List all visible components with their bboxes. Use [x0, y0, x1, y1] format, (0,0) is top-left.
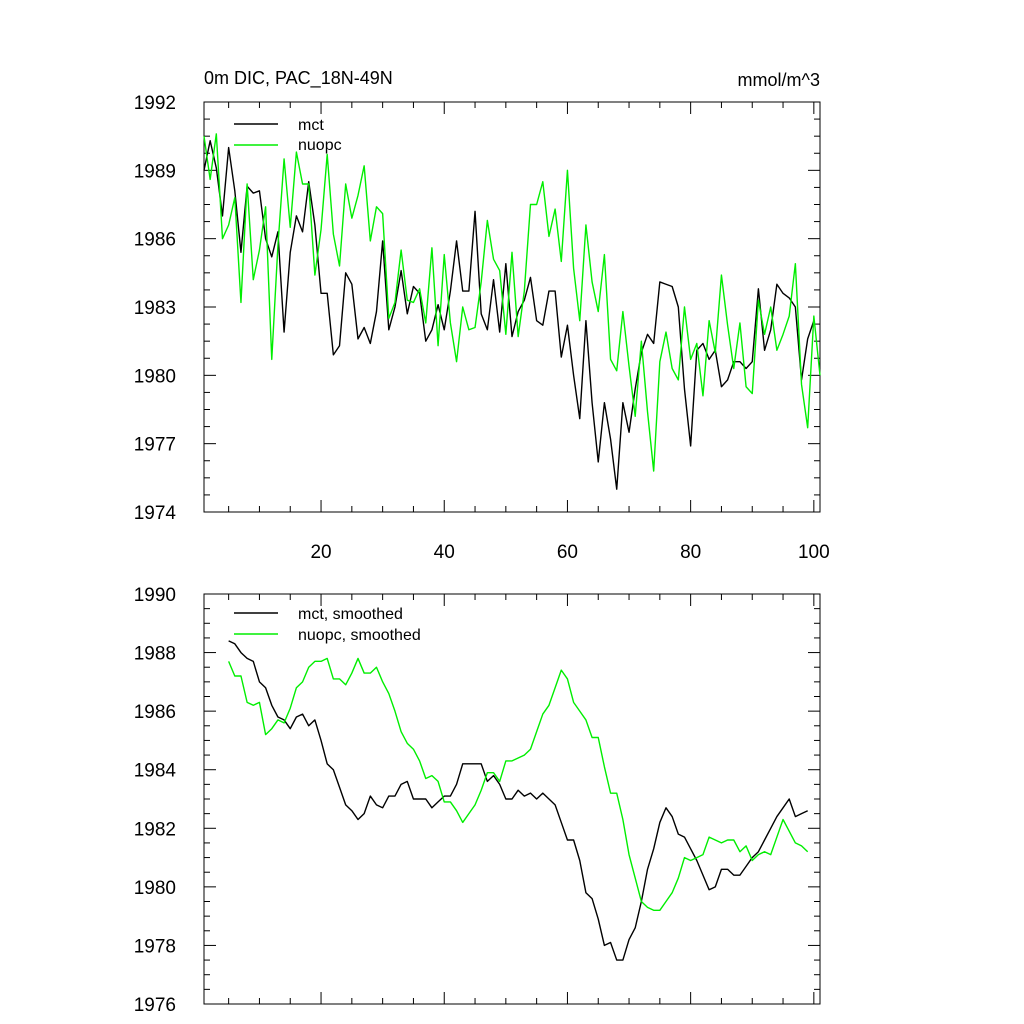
series-line-nuopc: [203, 133, 821, 472]
top-y-tick-label: 1992: [134, 93, 176, 114]
top-x-tick-label: 60: [557, 542, 578, 563]
bottom-y-tick-label: 1986: [134, 702, 176, 723]
chart-marks: 20 40 60 80 100 1974 1977 1980 1983 1986 1989 1992 1…: [134, 93, 830, 1016]
top-y-tick-label: 1986: [134, 230, 176, 251]
legend-label-mct-smoothed: mct, smoothed: [298, 606, 403, 623]
bottom-y-tick-label: 1982: [134, 819, 176, 840]
top-x-tick-label: 20: [310, 542, 331, 563]
top-y-tick-label: 1989: [134, 161, 176, 182]
bottom-y-tick-label: 1976: [134, 995, 176, 1016]
top-y-tick-label: 1983: [134, 298, 176, 319]
bottom-y-tick-label: 1980: [134, 878, 176, 899]
top-y-tick-label: 1980: [134, 366, 176, 387]
top-y-tick-label: 1977: [134, 435, 176, 456]
top-x-tick-label: 100: [798, 542, 830, 563]
legend-label-nuopc-smoothed: nuopc, smoothed: [298, 627, 421, 644]
top-y-tick-label: 1974: [134, 503, 177, 524]
bottom-y-tick-label: 1978: [134, 936, 176, 957]
top-x-tick-label: 80: [680, 542, 701, 563]
top-chart-title: 0m DIC, PAC_18N-49N: [204, 68, 393, 89]
bottom-y-tick-label: 1984: [134, 761, 177, 782]
top-x-tick-label: 40: [434, 542, 455, 563]
legend-label-mct: mct: [298, 117, 324, 134]
bottom-y-tick-label: 1990: [134, 585, 176, 606]
legend-label-nuopc: nuopc: [298, 137, 342, 154]
series-line-mct-smoothed: [228, 640, 808, 961]
bottom-y-tick-label: 1988: [134, 644, 176, 665]
top-chart-units: mmol/m^3: [738, 70, 820, 90]
series-line-nuopc-smoothed: [227, 657, 809, 911]
